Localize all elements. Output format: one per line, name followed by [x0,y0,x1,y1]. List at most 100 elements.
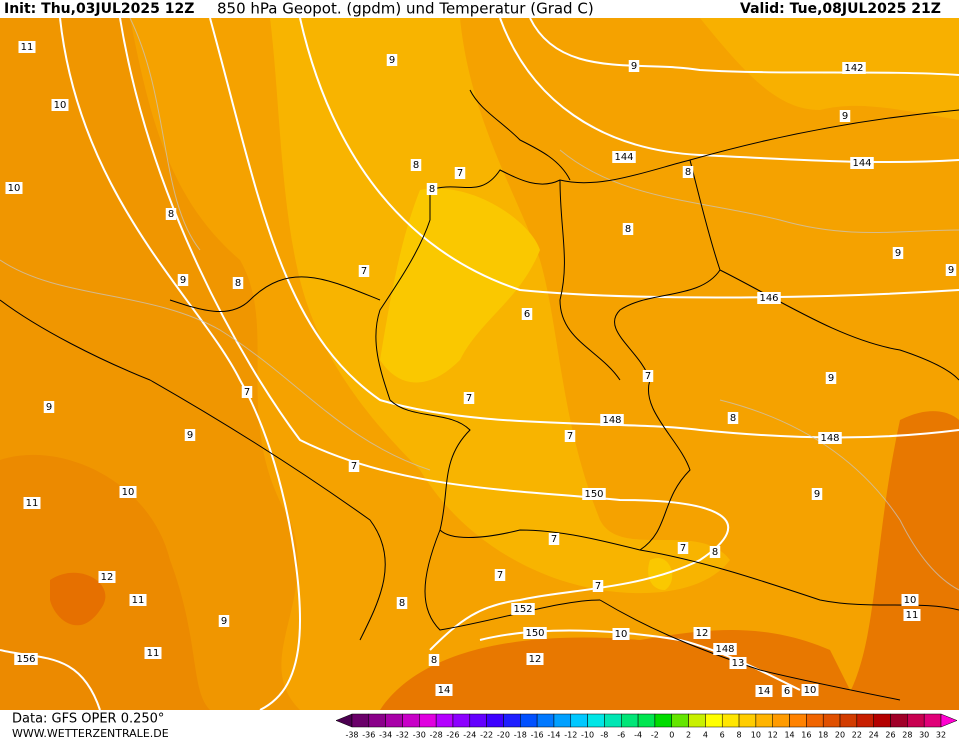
temperature-label-box [628,60,640,72]
temperature-label-box [945,264,957,276]
legend-label: 20 [835,731,845,740]
chart-title: 850 hPa Geopot. (gpdm) und Temperatur (G… [217,0,594,18]
temperature-label: 7 [551,534,557,545]
temperature-label: 9 [187,430,193,441]
temperature-label-box [177,274,189,286]
legend-swatch [705,713,723,728]
legend-label: 24 [869,731,879,740]
temperature-label-box [435,684,453,696]
legend-label: -16 [531,731,544,740]
legend-swatch [587,713,605,728]
legend-swatch [503,713,521,728]
height-label: 10 [615,629,628,640]
legend-label: -36 [362,731,375,740]
temperature-label: 8 [399,598,405,609]
legend-label: 18 [818,731,828,740]
legend-label: 32 [936,731,946,740]
borders [0,89,959,701]
legend-swatch [688,713,706,728]
temp-field-cool [648,557,673,590]
temperature-label-box [727,412,739,424]
temperature-label-box [98,571,116,583]
temperature-label: 7 [595,581,601,592]
legend-swatch [570,713,588,728]
height-label-box [818,432,842,444]
legend-swatch [486,713,504,728]
temperature-label: 10 [804,685,817,696]
temperature-label-box [729,657,747,669]
temperature-label-box [232,277,244,289]
temperature-label-box [677,542,689,554]
height-label-box [850,157,874,169]
legend-swatch [621,713,639,728]
temperature-label: 6 [784,686,790,697]
temperature-label-box [428,654,440,666]
temperature-label: 11 [906,610,919,621]
temperature-label: 10 [54,100,67,111]
temperature-label-box [165,208,177,220]
legend-swatch [351,713,370,728]
temperature-label-box [693,627,711,639]
height-label-box [600,414,624,426]
temperature-label: 12 [696,628,709,639]
temperature-label: 14 [758,686,771,697]
temperature-label-box [709,546,721,558]
legend-swatch [604,713,622,728]
valid-time: Valid: Tue,08JUL2025 21Z [740,1,941,17]
legend-label: -32 [396,731,409,740]
legend-swatch [923,713,942,728]
header-bar [0,0,959,18]
temperature-label: 9 [389,55,395,66]
temperature-label: 7 [567,431,573,442]
temp-field-warm [840,411,959,710]
legend-label: -2 [651,731,659,740]
legend-swatch [839,713,858,728]
legend-label: -10 [581,731,594,740]
temperature-label: 9 [180,275,186,286]
temp-field-warm [380,630,860,710]
height-label: 146 [759,293,778,304]
legend-label: -24 [463,731,476,740]
legend-swatch [469,713,487,728]
temperature-label: 7 [645,371,651,382]
height-label-box [511,603,535,615]
temperature-label-box [184,429,196,441]
temperature-label: 8 [730,413,736,424]
temperature-label: 8 [685,167,691,178]
temperature-label: 11 [132,595,145,606]
temperature-label-box [682,166,694,178]
temperature-label-box [454,167,466,179]
temperature-label-box [839,110,851,122]
temperature-label-box [526,653,544,665]
temperature-label-box [901,594,919,606]
temperature-label: 9 [948,265,954,276]
legend-label: -20 [497,731,510,740]
temperature-label: 8 [168,209,174,220]
legend-swatch [721,713,740,728]
color-legend: -38 -36 -34 -32 -30 -28 -26 -24 -22 -20 -18 -16 -14-… [335,713,958,740]
legend-swatch [520,713,538,728]
legend-swatch [806,713,824,728]
temperature-label-box [144,647,162,659]
temperature-label-box [348,460,360,472]
temperature-label-box [463,392,475,404]
legend-label: 26 [885,731,895,740]
temperature-label-box [119,486,137,498]
legend-label: 8 [737,731,742,740]
temperature-label-box [781,685,793,697]
legend-swatch [671,713,689,728]
legend-swatch [435,713,454,728]
temperature-label-box [892,247,904,259]
temperature-label: 10 [904,595,917,606]
legend-label: 12 [768,731,778,740]
temperature-label-box [241,386,253,398]
temperature-label-box [521,308,533,320]
temperature-label-box [218,615,230,627]
temperature-label-box [801,684,819,696]
temperature-label: 9 [221,616,227,627]
temperature-label-box [592,580,604,592]
height-label: 148 [602,415,621,426]
legend-label: 22 [852,731,862,740]
temperature-label-box [386,54,398,66]
height-label: 142 [844,63,863,74]
